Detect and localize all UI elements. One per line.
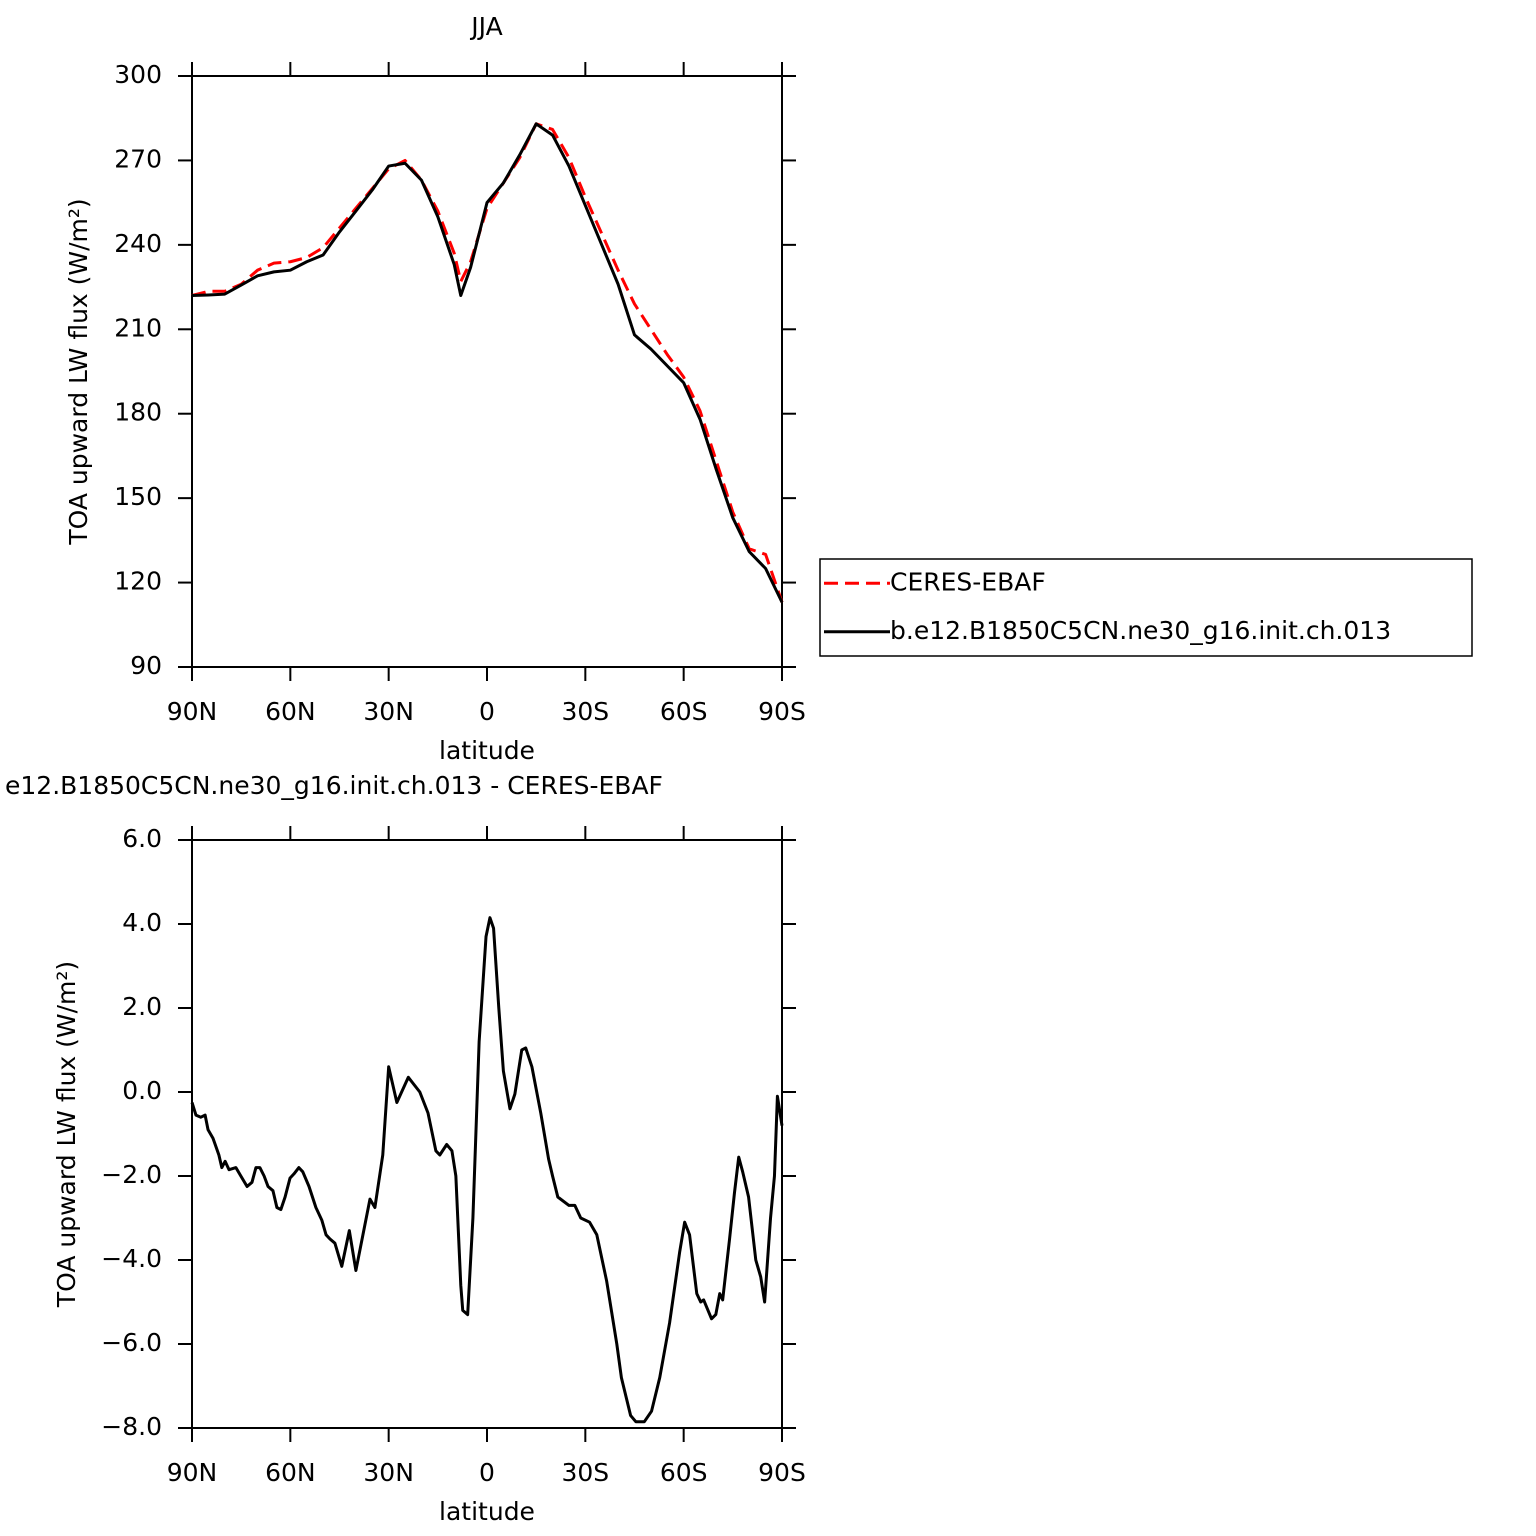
x-axis-label: latitude <box>439 1497 535 1526</box>
x-axis-label: latitude <box>439 736 535 765</box>
x-tick-label: 60N <box>265 697 316 726</box>
y-tick-label: 4.0 <box>122 908 162 937</box>
legend-box <box>819 558 1473 657</box>
x-tick-label: 30N <box>363 697 414 726</box>
y-tick-label: −2.0 <box>101 1160 162 1189</box>
x-tick-label: 30N <box>363 1458 414 1487</box>
y-tick-label: −6.0 <box>101 1328 162 1357</box>
x-tick-label: 0 <box>479 697 495 726</box>
x-tick-label: 60S <box>660 697 708 726</box>
x-tick-label: 30S <box>561 1458 609 1487</box>
data-line <box>191 122 784 603</box>
y-tick-label: 0.0 <box>122 1076 162 1105</box>
chart-title: JJA <box>469 12 502 41</box>
chart-title: e12.B1850C5CN.ne30_g16.init.ch.013 - CER… <box>5 771 663 800</box>
y-tick-label: 120 <box>114 567 162 596</box>
y-tick-label: 180 <box>114 398 162 427</box>
y-tick-label: 300 <box>114 60 162 89</box>
y-tick-label: 2.0 <box>122 992 162 1021</box>
legend-label: CERES-EBAF <box>890 567 1046 596</box>
y-axis-label: TOA upward LW flux (W/m²) <box>64 198 93 545</box>
x-tick-label: 90N <box>167 1458 218 1487</box>
y-tick-label: 150 <box>114 482 162 511</box>
x-tick-label: 90N <box>167 697 218 726</box>
plot-frame <box>191 839 783 1429</box>
x-tick-label: 0 <box>479 1458 495 1487</box>
plot-frame <box>191 75 783 668</box>
x-tick-label: 60N <box>265 1458 316 1487</box>
y-tick-label: 90 <box>130 651 162 680</box>
y-tick-label: 270 <box>114 144 162 173</box>
x-tick-label: 90S <box>758 1458 806 1487</box>
x-tick-label: 30S <box>561 697 609 726</box>
legend-label: b.e12.B1850C5CN.ne30_g16.init.ch.013 <box>890 616 1391 645</box>
x-tick-label: 90S <box>758 697 806 726</box>
data-line <box>190 916 784 1424</box>
y-tick-label: 210 <box>114 313 162 342</box>
y-tick-label: −8.0 <box>101 1412 162 1441</box>
data-line <box>191 122 784 603</box>
y-tick-label: −4.0 <box>101 1244 162 1273</box>
y-axis-label: TOA upward LW flux (W/m²) <box>52 961 81 1308</box>
y-tick-label: 240 <box>114 229 162 258</box>
y-tick-label: 6.0 <box>122 824 162 853</box>
x-tick-label: 60S <box>660 1458 708 1487</box>
